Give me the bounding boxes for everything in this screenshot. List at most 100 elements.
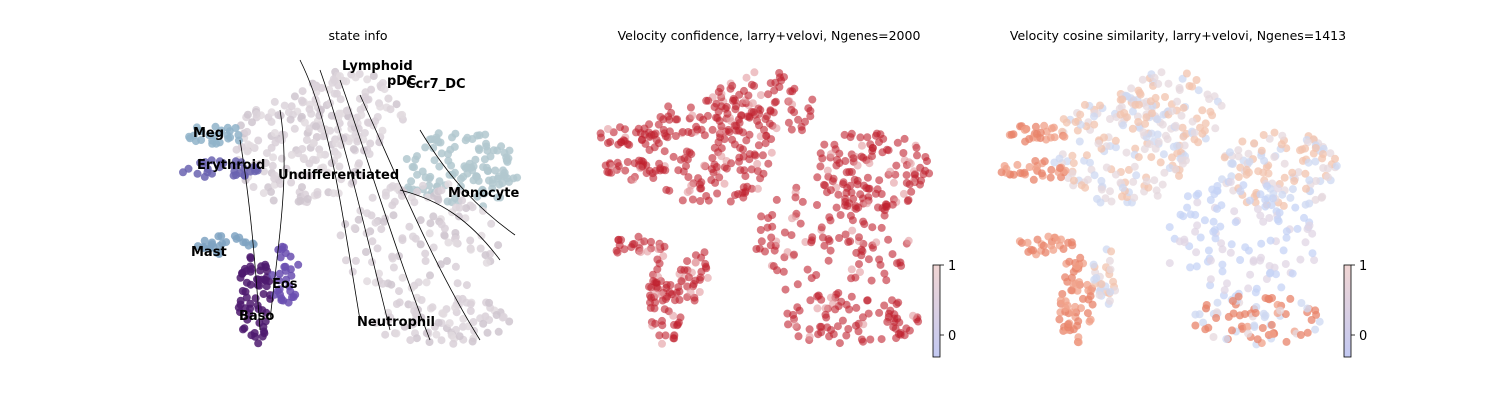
cell-point xyxy=(1236,256,1245,264)
cell-point xyxy=(708,154,717,162)
cell-point xyxy=(432,330,441,339)
cell-point xyxy=(269,196,278,205)
cell-point xyxy=(1243,322,1252,331)
cell-point xyxy=(790,84,799,93)
cell-point xyxy=(256,266,265,275)
colorbar-gradient xyxy=(1343,264,1352,358)
cell-point xyxy=(1217,239,1226,248)
cell-point xyxy=(1128,107,1137,116)
cell-point xyxy=(409,319,418,328)
label-monocyte: Monocyte xyxy=(448,186,519,201)
cell-point xyxy=(888,250,897,259)
cell-point xyxy=(274,276,283,285)
cell-point xyxy=(1178,74,1187,83)
cell-point xyxy=(747,108,756,116)
cell-point xyxy=(1122,148,1131,157)
cell-point xyxy=(1118,183,1127,192)
cell-point xyxy=(1039,241,1048,250)
cell-point xyxy=(668,290,676,299)
cell-point xyxy=(259,290,268,298)
cell-point xyxy=(1303,225,1312,234)
cell-point xyxy=(271,171,279,180)
cell-point xyxy=(240,324,249,333)
panel-3-points xyxy=(997,68,1341,349)
cell-point xyxy=(742,73,751,82)
cell-point xyxy=(880,301,889,310)
cell-point xyxy=(764,90,773,99)
cell-point xyxy=(459,314,468,323)
panel-2-title: Velocity confidence, larry+velovi, Ngene… xyxy=(618,28,921,43)
cell-point xyxy=(226,133,235,142)
cell-point xyxy=(195,127,204,135)
cell-point xyxy=(868,223,877,232)
cell-point xyxy=(463,133,472,142)
cell-point xyxy=(249,240,258,249)
cell-point xyxy=(1055,315,1064,324)
cell-point xyxy=(269,153,278,162)
cell-point xyxy=(481,251,490,260)
cell-point xyxy=(1192,191,1201,200)
cell-point xyxy=(493,146,502,155)
cell-point xyxy=(316,150,325,159)
cell-point xyxy=(327,159,336,168)
cell-point xyxy=(1311,144,1320,152)
cell-point xyxy=(1297,299,1306,307)
cell-point xyxy=(889,178,898,187)
cell-point xyxy=(803,265,812,274)
cell-point xyxy=(1033,235,1042,244)
cell-point xyxy=(659,125,668,134)
cell-point xyxy=(261,317,270,326)
cell-point xyxy=(264,183,273,192)
cell-point xyxy=(1144,183,1153,192)
cell-point xyxy=(1199,318,1208,327)
cell-point xyxy=(380,85,389,94)
cell-point xyxy=(771,78,780,87)
cell-point xyxy=(287,102,296,111)
cell-point xyxy=(1094,139,1103,148)
cell-point xyxy=(450,142,459,151)
cell-point xyxy=(466,300,475,309)
cell-point xyxy=(1227,240,1236,249)
cell-point xyxy=(696,184,705,193)
cell-point xyxy=(473,192,482,201)
cell-point xyxy=(1164,79,1173,88)
cell-point xyxy=(1075,137,1084,146)
cell-point xyxy=(1194,138,1203,147)
cell-point xyxy=(389,211,398,220)
cell-point xyxy=(867,276,876,285)
cell-point xyxy=(697,267,706,276)
cell-point xyxy=(838,316,847,325)
cell-point xyxy=(720,163,729,172)
cell-point xyxy=(409,232,417,241)
cell-point xyxy=(717,102,726,111)
cell-point xyxy=(440,224,449,233)
cell-point xyxy=(807,238,816,247)
cell-point xyxy=(775,73,784,82)
panel-2-colorbar: 1 0 xyxy=(932,259,956,358)
cell-point xyxy=(509,174,518,183)
cell-point xyxy=(246,262,255,271)
panel-1-streamlines xyxy=(239,59,516,341)
cell-point xyxy=(462,204,471,213)
cell-point xyxy=(303,195,312,203)
cell-point xyxy=(1041,248,1050,257)
cell-point xyxy=(798,197,807,206)
cell-point xyxy=(217,232,226,241)
cell-point xyxy=(893,138,902,147)
cell-point xyxy=(1296,331,1305,339)
cell-point xyxy=(1222,335,1231,344)
cell-point xyxy=(758,151,767,160)
cell-point xyxy=(472,172,481,181)
cell-point xyxy=(808,95,817,104)
cell-point xyxy=(817,295,826,304)
cell-point xyxy=(1142,113,1151,122)
cell-point xyxy=(748,99,757,108)
cell-point xyxy=(663,133,672,142)
cell-point xyxy=(1293,224,1302,233)
cell-point xyxy=(1007,130,1016,139)
cell-point xyxy=(444,180,453,189)
cell-point xyxy=(805,325,814,334)
cell-point xyxy=(478,206,487,215)
cell-point xyxy=(255,281,264,290)
cell-point xyxy=(480,155,489,164)
